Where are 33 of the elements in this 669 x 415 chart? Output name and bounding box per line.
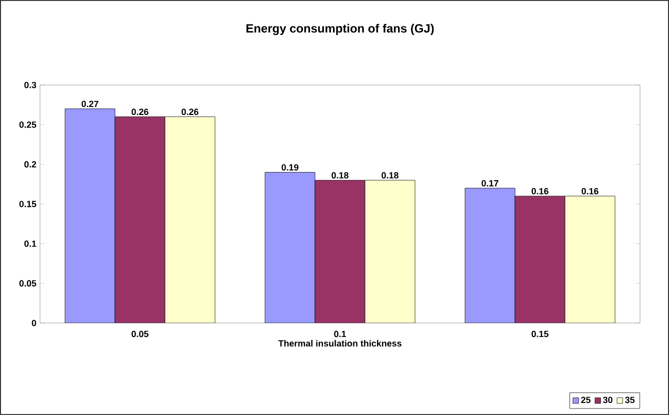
data-label: 0.26 xyxy=(132,108,148,116)
bar xyxy=(64,108,116,323)
x-tick-label: 0.05 xyxy=(132,330,148,338)
bar xyxy=(514,196,566,323)
y-tick-label: 0.25 xyxy=(19,121,36,128)
y-tick-label: 0.05 xyxy=(19,280,36,287)
bar xyxy=(164,116,216,323)
data-label: 0.18 xyxy=(332,172,348,179)
y-tick-label: 0.15 xyxy=(19,200,36,208)
data-label: 0.17 xyxy=(482,180,498,186)
data-label: 0.27 xyxy=(82,100,98,108)
x-axis-title: Thermal insulation thickness xyxy=(278,340,402,347)
bar xyxy=(114,116,166,323)
data-label: 0.16 xyxy=(532,188,548,194)
y-tick-label: 0.2 xyxy=(24,161,36,168)
bar xyxy=(564,196,616,323)
bar xyxy=(464,188,516,323)
data-label: 0.26 xyxy=(182,108,198,116)
data-label: 0.19 xyxy=(282,164,298,171)
legend-label: 35 xyxy=(625,396,635,404)
y-tick-label: 0.1 xyxy=(24,240,36,247)
bar xyxy=(315,180,366,323)
bar xyxy=(265,172,316,323)
legend-label: 25 xyxy=(581,396,591,404)
x-tick-label: 0.15 xyxy=(532,330,548,338)
data-label: 0.18 xyxy=(382,172,398,179)
y-tick-label: 0 xyxy=(32,320,36,326)
chart-title: Energy consumption of fans (GJ) xyxy=(246,24,434,36)
x-tick-label: 0.1 xyxy=(334,330,346,338)
y-tick-label: 0.3 xyxy=(24,82,36,88)
legend-label: 30 xyxy=(603,396,612,404)
bar xyxy=(365,180,416,323)
data-label: 0.16 xyxy=(582,188,598,194)
